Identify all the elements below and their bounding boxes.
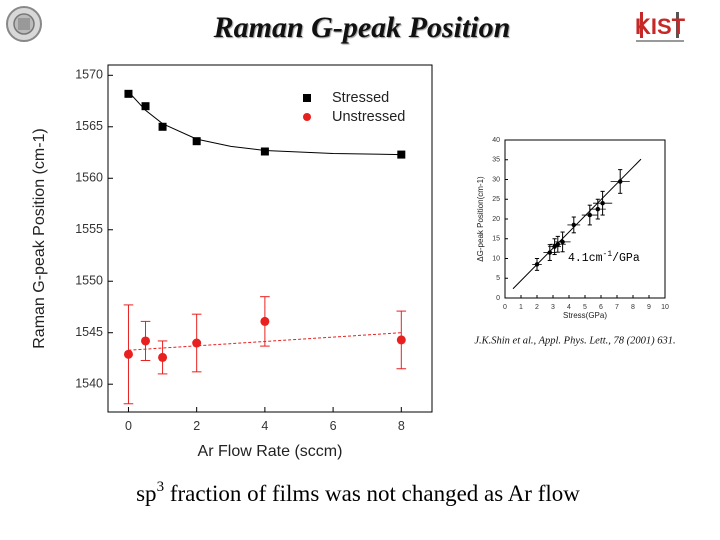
- logo-text: KIST: [635, 14, 686, 39]
- y-tick-label: 1545: [75, 325, 103, 339]
- data-point: [158, 122, 167, 131]
- legend-label: Unstressed: [332, 109, 405, 125]
- x-tick-label: 8: [631, 304, 635, 311]
- y-axis-label: ΔG-peak Position(cm-1): [476, 176, 485, 262]
- legend-marker: [303, 94, 311, 102]
- data-point: [595, 206, 601, 212]
- y-tick-label: 1560: [75, 171, 103, 185]
- plot-frame: [504, 139, 666, 299]
- chart: 0 1 2 3 4 5 6 7 8 9 10 0 5 10 15 20 25 30 35 40 Stress(GPa) Δ…: [476, 137, 669, 320]
- x-tick-label: 5: [583, 304, 587, 311]
- x-tick-label: 2: [535, 304, 539, 311]
- data-point: [141, 336, 151, 346]
- y-tick-label: 40: [492, 137, 500, 144]
- data-point: [396, 335, 406, 345]
- fit-line: [128, 91, 402, 156]
- data-point: [192, 137, 201, 146]
- x-tick-label: 8: [398, 419, 405, 433]
- right-logo: KIST: [635, 12, 686, 42]
- caption-part: sp: [136, 481, 156, 506]
- y-tick-label: 1540: [75, 376, 103, 390]
- chart: 0 2 4 6 8 1540 1545 1550 1555 1560 1565 1570 Ar Flow…: [31, 64, 433, 460]
- data-point: [600, 200, 605, 206]
- y-tick-label: 25: [492, 196, 500, 203]
- slope-annotation: 4.1cm-1/GPa: [568, 250, 640, 265]
- data-point: [124, 89, 133, 98]
- data-point: [587, 212, 593, 218]
- caption-superscript: 3: [157, 479, 165, 495]
- y-tick-label: 10: [492, 255, 500, 262]
- annotation-part: 4.1cm: [568, 252, 603, 265]
- x-tick-label: 6: [599, 304, 603, 311]
- x-tick-label: 4: [567, 304, 571, 311]
- data-point: [158, 352, 168, 362]
- x-axis-label: Ar Flow Rate (sccm): [198, 443, 343, 460]
- annotation-part: /GPa: [612, 252, 640, 265]
- left-logo: [6, 6, 42, 42]
- y-tick-label: 20: [492, 216, 500, 223]
- legend-marker: [303, 113, 311, 121]
- data-point: [123, 349, 133, 359]
- slide-title: Raman G-peak Position: [213, 11, 511, 44]
- data-point: [192, 338, 202, 348]
- x-tick-label: 9: [647, 304, 651, 311]
- x-tick-label: 6: [330, 419, 337, 433]
- data-point: [617, 179, 623, 184]
- data-point: [141, 102, 150, 111]
- data-point: [397, 150, 406, 159]
- citation: J.K.Shin et al., Appl. Phys. Lett., 78 (…: [474, 335, 675, 346]
- y-tick-label: 5: [496, 275, 500, 282]
- y-tick-label: 15: [492, 236, 500, 243]
- x-tick-label: 3: [551, 304, 555, 311]
- x-tick-label: 1: [519, 304, 523, 311]
- y-tick-label: 35: [492, 157, 500, 164]
- data-point: [260, 316, 270, 326]
- annotation-superscript: -1: [603, 250, 613, 259]
- x-tick-label: 0: [503, 304, 507, 311]
- y-tick-label: 1550: [75, 274, 103, 288]
- y-tick-label: 1570: [75, 68, 103, 82]
- data-point: [571, 222, 577, 228]
- legend-label: Stressed: [332, 90, 389, 106]
- data-point: [260, 147, 269, 156]
- x-tick-label: 2: [193, 419, 200, 433]
- x-tick-label: 10: [661, 304, 669, 311]
- x-axis-label: Stress(GPa): [563, 311, 607, 320]
- data-point: [547, 250, 553, 255]
- x-tick-label: 7: [615, 304, 619, 311]
- y-tick-label: 0: [496, 295, 500, 302]
- data-point: [534, 262, 540, 267]
- caption: sp3 fraction of films was not changed as…: [136, 479, 580, 506]
- y-tick-label: 1565: [75, 119, 103, 133]
- data-point: [555, 242, 561, 247]
- y-axis-label: Raman G-peak Position (cm-1): [31, 128, 48, 349]
- data-point: [552, 244, 557, 249]
- y-tick-label: 1555: [75, 222, 103, 236]
- caption-part: fraction of films was not changed as Ar …: [164, 481, 580, 506]
- x-tick-label: 0: [125, 419, 132, 433]
- x-tick-label: 4: [261, 419, 268, 433]
- data-point: [560, 239, 565, 245]
- y-tick-label: 30: [492, 176, 500, 183]
